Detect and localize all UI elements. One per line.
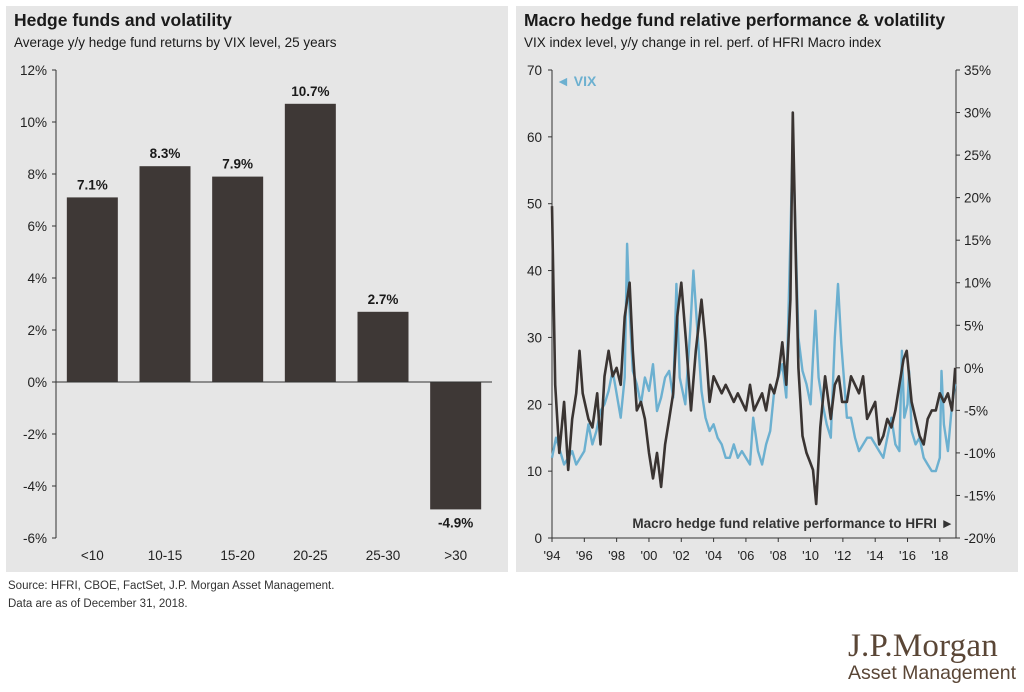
- x-tick-label: '96: [576, 548, 593, 563]
- right-y-tick-label: 35%: [964, 63, 991, 78]
- bar-value-label: 10.7%: [291, 84, 329, 99]
- right-y-tick-label: 5%: [964, 318, 984, 333]
- x-tick-label: '10: [802, 548, 819, 563]
- macro-legend: Macro hedge fund relative performance to…: [632, 516, 954, 531]
- bar-y-tick-label: -6%: [23, 531, 47, 546]
- bar-y-tick-label: -2%: [23, 427, 47, 442]
- bar-y-tick-label: 12%: [20, 63, 47, 78]
- bar-value-label: 7.9%: [222, 157, 253, 172]
- bar-x-tick-label: 15-20: [220, 548, 255, 563]
- right-y-tick-label: -10%: [964, 446, 996, 461]
- left-y-tick-label: 30: [527, 330, 542, 345]
- bar-chart: -6% -4% -2% 0% 2% 4% 6% 8% 10% 12% 7.1% <10 8.3% 10-1…: [20, 63, 492, 563]
- left-y-tick-label: 70: [527, 63, 542, 78]
- bar-x-tick-label: <10: [81, 548, 104, 563]
- left-chart-subtitle: Average y/y hedge fund returns by VIX le…: [14, 35, 337, 50]
- right-y-tick-label: 30%: [964, 106, 991, 121]
- bar: [430, 382, 482, 510]
- x-tick-label: '14: [867, 548, 884, 563]
- left-y-tick-label: 60: [527, 130, 542, 145]
- vix-legend: ◄ VIX: [556, 73, 597, 89]
- bar-value-label: -4.9%: [438, 515, 473, 530]
- bar-y-tick-label: 0%: [27, 375, 47, 390]
- x-tick-label: '02: [673, 548, 690, 563]
- x-tick-label: '06: [737, 548, 754, 563]
- bar-x-tick-label: >30: [444, 548, 467, 563]
- right-y-tick-label: -15%: [964, 488, 996, 503]
- bar-y-tick-label: 8%: [27, 167, 47, 182]
- date-note: Data are as of December 31, 2018.: [8, 598, 188, 610]
- right-y-tick-label: 0%: [964, 361, 984, 376]
- x-tick-label: '94: [544, 548, 561, 563]
- bar-value-label: 8.3%: [150, 146, 181, 161]
- bar-value-label: 7.1%: [77, 177, 108, 192]
- left-chart-panel: Hedge funds and volatility Average y/y h…: [6, 6, 508, 572]
- right-chart-title: Macro hedge fund relative performance & …: [524, 10, 946, 30]
- bar: [66, 197, 118, 382]
- left-chart-title: Hedge funds and volatility: [14, 10, 232, 30]
- x-tick-label: '18: [931, 548, 948, 563]
- logo-subtitle: Asset Management: [847, 662, 1016, 684]
- bar-x-tick-label: 20-25: [293, 548, 328, 563]
- bar: [284, 103, 336, 383]
- x-tick-label: '04: [705, 548, 722, 563]
- left-y-tick-label: 40: [527, 264, 542, 279]
- left-y-tick-label: 10: [527, 464, 542, 479]
- left-y-tick-label: 0: [534, 531, 542, 546]
- right-chart-subtitle: VIX index level, y/y change in rel. perf…: [524, 35, 882, 50]
- bar: [357, 311, 409, 382]
- bar-x-tick-label: 10-15: [148, 548, 183, 563]
- left-y-tick-label: 20: [527, 397, 542, 412]
- source-note: Source: HFRI, CBOE, FactSet, J.P. Morgan…: [8, 580, 335, 592]
- left-y-tick-label: 50: [527, 197, 542, 212]
- x-tick-label: '16: [899, 548, 916, 563]
- bar-y-tick-label: 10%: [20, 115, 47, 130]
- bar-x-tick-label: 25-30: [366, 548, 401, 563]
- x-tick-label: '00: [640, 548, 657, 563]
- logo-name: J.P.Morgan: [847, 628, 998, 664]
- bar-y-tick-label: 4%: [27, 271, 47, 286]
- bar-y-tick-label: -4%: [23, 479, 47, 494]
- x-tick-label: '08: [770, 548, 787, 563]
- right-y-tick-label: 10%: [964, 276, 991, 291]
- macro-series-line: [550, 111, 957, 506]
- right-y-tick-label: -5%: [964, 403, 988, 418]
- vix-series-line: [550, 135, 957, 473]
- right-y-tick-label: 20%: [964, 191, 991, 206]
- bar-y-tick-label: 6%: [27, 219, 47, 234]
- x-tick-label: '98: [608, 548, 625, 563]
- right-y-tick-label: 15%: [964, 233, 991, 248]
- bar-value-label: 2.7%: [368, 292, 399, 307]
- jpmorgan-logo: J.P.Morgan Asset Management: [847, 628, 1016, 685]
- bar: [212, 176, 264, 382]
- right-chart-panel: Macro hedge fund relative performance & …: [516, 6, 1018, 572]
- right-y-tick-label: -20%: [964, 531, 996, 546]
- right-y-tick-label: 25%: [964, 148, 991, 163]
- x-tick-label: '12: [834, 548, 851, 563]
- bar-y-tick-label: 2%: [27, 323, 47, 338]
- bar: [139, 166, 191, 382]
- line-chart: ◄ VIX Macro hedge fund relative performa…: [527, 63, 996, 563]
